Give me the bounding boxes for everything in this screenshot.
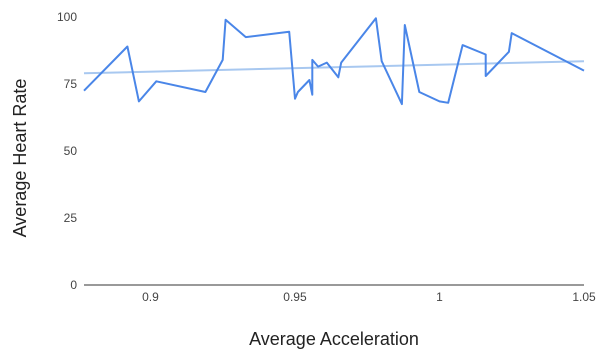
series-layer xyxy=(83,17,585,106)
trend-line xyxy=(83,60,585,75)
y-tick-label: 0 xyxy=(70,278,77,292)
y-tick-label: 50 xyxy=(64,144,78,158)
x-axis-title: Average Acceleration xyxy=(249,329,419,349)
x-axis-ticks: 0.9 0.95 1 1.05 xyxy=(142,290,596,304)
y-axis-ticks: 0 25 50 75 100 xyxy=(57,10,77,292)
x-tick-label: 0.95 xyxy=(283,290,307,304)
data-series-line xyxy=(83,17,585,106)
x-tick-label: 1 xyxy=(436,290,443,304)
y-tick-label: 100 xyxy=(57,10,77,24)
y-tick-label: 25 xyxy=(64,211,78,225)
y-tick-label: 75 xyxy=(64,77,78,91)
x-tick-label: 1.05 xyxy=(572,290,596,304)
x-tick-label: 0.9 xyxy=(142,290,159,304)
y-axis-title: Average Heart Rate xyxy=(10,79,30,238)
